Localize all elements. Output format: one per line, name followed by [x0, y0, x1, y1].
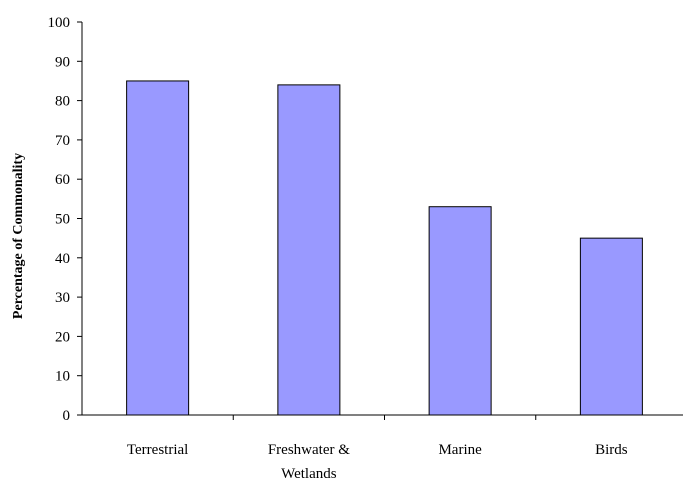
- category-label: Marine: [438, 442, 482, 458]
- category-label-line: Wetlands: [281, 466, 337, 482]
- y-tick-label: 30: [55, 290, 70, 306]
- category-label: Birds: [595, 442, 628, 458]
- category-label-line: Freshwater &: [268, 442, 350, 458]
- y-tick-label: 10: [55, 369, 70, 385]
- y-tick-label: 80: [55, 94, 70, 110]
- bars: [126, 80, 643, 416]
- category-label: Freshwater & Wetlands: [268, 442, 350, 482]
- y-tick-label: 90: [55, 54, 70, 70]
- y-axis-title: Percentage of Commonality: [11, 153, 26, 319]
- y-tick-label: 0: [63, 408, 71, 424]
- y-axis-ticks: 0 10 20 30 40 50 60 70 80 90 100: [48, 15, 82, 424]
- category-label-line: Terrestrial: [127, 442, 188, 458]
- bar: [428, 206, 492, 416]
- category-label-line: Birds: [595, 442, 628, 458]
- y-tick-label: 70: [55, 133, 70, 149]
- y-tick-label: 20: [55, 329, 70, 345]
- category-label: Terrestrial: [127, 442, 188, 458]
- y-tick-label: 50: [55, 212, 70, 228]
- bar: [277, 84, 341, 416]
- bar: [579, 237, 643, 416]
- y-tick-label: 100: [48, 15, 71, 31]
- y-tick-label: 40: [55, 251, 70, 267]
- y-tick-label: 60: [55, 172, 70, 188]
- category-labels: Terrestrial Freshwater & Wetlands Marine Bir…: [127, 415, 628, 482]
- bar: [126, 80, 190, 416]
- category-label-line: Marine: [438, 442, 482, 458]
